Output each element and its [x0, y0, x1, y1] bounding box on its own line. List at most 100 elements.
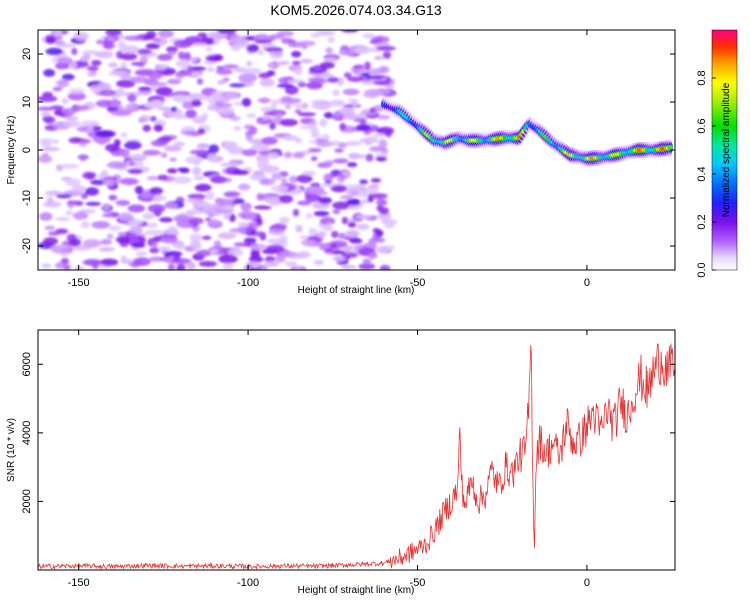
noise-blob	[59, 163, 79, 169]
noise-blob	[327, 36, 335, 43]
noise-blob	[65, 210, 74, 216]
noise-blob	[257, 158, 270, 167]
noise-blob	[120, 255, 127, 264]
noise-blob	[295, 224, 303, 233]
noise-blob	[102, 179, 115, 187]
noise-blob	[348, 204, 362, 210]
noise-blob	[105, 30, 122, 36]
y-tick-label: 2000	[21, 489, 33, 513]
noise-blob	[222, 77, 230, 82]
noise-blob	[149, 247, 160, 254]
noise-blob	[160, 152, 168, 158]
noise-blob	[248, 126, 258, 135]
noise-blob	[334, 148, 344, 153]
x-tick-label: -150	[68, 577, 90, 589]
noise-blob	[74, 265, 85, 270]
noise-blob	[71, 47, 78, 56]
noise-blob	[196, 249, 212, 257]
noise-blob	[370, 193, 388, 200]
noise-blob	[243, 67, 262, 76]
noise-blob	[170, 106, 178, 112]
noise-blob	[115, 199, 131, 206]
noise-blob	[133, 257, 151, 266]
noise-blob	[362, 32, 375, 39]
noise-blob	[253, 205, 272, 210]
noise-blob	[119, 52, 138, 61]
colorbar: 0.0 0.2 0.4 0.6 0.8 Normalized spectral ampl…	[696, 29, 738, 278]
noise-blob	[210, 176, 228, 184]
noise-blob	[42, 153, 50, 163]
noise-blob	[347, 221, 357, 228]
noise-blob	[123, 35, 144, 41]
noise-blob	[356, 124, 371, 131]
noise-blob	[309, 120, 317, 127]
noise-blob	[340, 264, 357, 270]
noise-blob	[157, 30, 174, 38]
noise-blob	[257, 97, 272, 104]
noise-blob	[370, 186, 379, 194]
noise-blob	[40, 142, 52, 148]
noise-blob	[136, 48, 152, 55]
noise-blob	[44, 225, 56, 231]
noise-blob	[271, 223, 288, 230]
noise-blob	[144, 229, 164, 236]
noise-blob	[310, 156, 318, 162]
noise-blob	[54, 216, 71, 222]
noise-blob	[279, 216, 290, 224]
noise-blob	[301, 43, 308, 50]
noise-blob	[339, 107, 351, 115]
noise-blob	[285, 104, 292, 110]
chart-title: KOM5.2026.074.03.34.G13	[270, 2, 441, 18]
snr-series-line	[38, 343, 675, 570]
noise-blob	[38, 95, 58, 102]
noise-blob	[98, 247, 115, 252]
noise-blob	[204, 191, 215, 201]
x-tick-label: -100	[237, 577, 259, 589]
noise-blob	[256, 218, 263, 226]
noise-blob	[249, 243, 267, 250]
noise-blob	[259, 78, 275, 87]
noise-blob	[269, 50, 284, 59]
noise-blob	[173, 39, 192, 49]
noise-blob	[102, 212, 113, 218]
noise-blob	[219, 162, 238, 167]
noise-blob	[187, 93, 205, 102]
noise-blob	[68, 88, 85, 94]
noise-blob	[261, 115, 271, 120]
noise-blob	[205, 46, 213, 52]
noise-blob	[163, 145, 182, 152]
noise-blob	[189, 233, 203, 243]
noise-blob	[172, 94, 188, 103]
noise-blob	[354, 185, 367, 193]
noise-blob	[80, 120, 100, 127]
noise-blob	[347, 98, 357, 104]
noise-blob	[267, 61, 280, 69]
noise-blob	[73, 105, 90, 111]
noise-blob	[86, 65, 99, 72]
noise-blob	[117, 40, 126, 50]
noise-blob	[233, 66, 247, 73]
noise-blob	[254, 39, 272, 44]
noise-blob	[241, 149, 258, 157]
noise-blob	[312, 79, 328, 84]
noise-blob	[186, 261, 196, 270]
noise-blob	[362, 258, 372, 264]
y-tick-label: 4000	[21, 421, 33, 445]
noise-blob	[302, 170, 317, 176]
noise-blob	[297, 112, 317, 117]
noise-blob	[369, 107, 376, 114]
noise-blob	[148, 82, 168, 87]
noise-blob	[52, 139, 60, 144]
noise-blob	[323, 173, 334, 182]
noise-blob	[230, 198, 245, 205]
noise-blob	[227, 146, 246, 155]
noise-blob	[224, 92, 239, 99]
y-tick-label: 6000	[21, 352, 33, 376]
noise-blob	[164, 250, 183, 257]
noise-blob	[358, 263, 376, 270]
noise-blob	[331, 230, 339, 239]
noise-blob	[82, 171, 97, 180]
noise-blob	[366, 75, 385, 80]
noise-blob	[349, 238, 363, 244]
